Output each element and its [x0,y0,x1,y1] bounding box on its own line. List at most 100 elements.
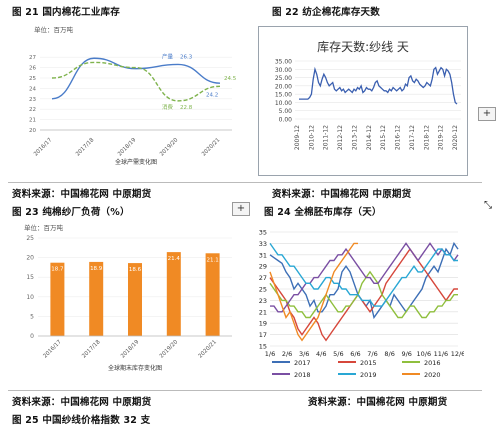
fig23-bar [89,261,104,336]
fig24-xtick: 3/6 [299,350,309,358]
fig22-xtick: 2018-12 [423,125,430,150]
fig21-xtick: 2020/21 [201,137,221,157]
fig23-bar [128,263,142,336]
fig24-xtick: 1/6 [265,350,275,358]
fig22-xtick: 2015-12 [380,125,387,150]
fig22-ytick: 5.00 [279,108,293,115]
fig21-xtick: 2019/20 [159,137,180,158]
fig22-ytick: 20.00 [275,83,292,90]
fig23-bar [166,252,181,336]
side-plus-button[interactable]: + [478,107,496,121]
plus-button[interactable]: + [232,202,250,216]
fig23-ytick: 25 [26,235,34,242]
fig24-xtick: 12/6 [451,350,464,358]
fig24-ytick: 21 [259,308,267,316]
fig21-ytick: 24 [29,86,36,92]
divider-top [8,182,482,183]
divider-bottom [8,390,482,391]
fig24-series-2019 [269,242,458,307]
fig22-xtick: 2014-12 [366,125,373,150]
fig24-xtick: 9/6 [401,350,411,358]
fig24-ytick: 31 [259,251,267,259]
fig24-xtick: 5/6 [333,350,343,358]
fig23-ytick: 20 [26,255,34,262]
fig23-bar-label: 18.6 [129,267,142,273]
fig24-ytick: 25 [259,286,267,294]
fig21-annotation: 22.8 [180,105,193,111]
fig23-ytick: 0 [30,333,34,340]
fig25-caption: 图 25 中国纱线价格指数 32 支 [12,415,151,426]
fig24-legend-label: 2019 [360,371,377,379]
fig21-xtick: 2018/19 [117,137,138,158]
fig22-xtick: 2019-12 [438,125,445,150]
fig23-xtick: 2018/19 [120,339,141,360]
fig24-xtick: 10/6 [417,350,432,358]
fig21-ytick: 25 [29,76,36,82]
fig24-legend-label: 2018 [294,371,311,379]
fig24-ytick: 27 [259,274,267,282]
fig22-ytick: 35.00 [275,59,292,66]
fig21-unit: 单位：百万吨 [34,25,74,34]
fig22-ytick: 15.00 [275,92,292,99]
fig23-bar-label: 21.1 [206,257,218,263]
fig24-series-2018 [270,242,459,313]
fig24-legend-label: 2017 [294,359,311,367]
fig22-xtick: 2009-12 [294,125,301,150]
fig22-xtick: 2012-12 [337,125,344,150]
fig24-series-2016 [269,270,458,319]
fig23-svg: 单位：百万吨 0 5 10 15 20 25 18.7 2016/17 18.9 2017/18 18… [24,223,232,372]
fig24-ytick: 23 [259,297,267,305]
fig22-series-line [299,66,458,105]
fig21-annotation: 26.3 [180,54,193,60]
fig24-legend-label: 2015 [360,359,377,367]
fig21-svg: 单位：百万吨 20 21 22 23 24 25 26 27 2016/17 2017/18 2018… [29,25,237,166]
fig21-ytick: 26 [29,66,36,72]
source1-caption: 资料来源：中国棉花网 中原期货 [12,189,152,200]
fig24-ytick: 35 [259,229,267,237]
fig24-xtick: 8/6 [384,350,394,358]
fig23-bar [50,262,65,336]
fig24-ytick: 29 [259,263,267,271]
fig21-xtick: 2017/18 [75,137,96,158]
fig24-series-2015 [269,247,458,342]
fig24-chart: 15 17 19 21 23 25 27 29 31 33 35 1/6 2/6 3/6 4/6 5/6 6/6… [250,218,464,388]
fig21-annotation: 24.5 [224,76,237,82]
fig23-bar-label: 18.9 [90,266,103,272]
fig21-caption: 图 21 国内棉花工业库存 [12,7,120,18]
fig21-ytick: 21 [29,118,36,124]
fig23-xtick: 2019/20 [159,339,180,360]
fig21-ytick: 22 [29,107,36,113]
source3-caption: 资料来源：中国棉花网 中原期货 [12,397,152,408]
fig21-ytick: 20 [29,128,36,134]
fig24-ytick: 17 [259,331,267,339]
fig24-caption: 图 24 全棉胚布库存（天） [264,207,382,218]
fig24-ytick: 33 [259,240,267,248]
fig22-title: 库存天数:纱线 天 [317,39,409,54]
fig23-ytick: 10 [26,294,34,301]
fig23-ytick: 15 [26,274,34,281]
fig22-ytick: 0.00 [279,117,293,124]
fig21-xtick: 2016/17 [33,137,54,158]
fig23-bar-label: 21.4 [168,256,181,262]
fig22-caption: 图 22 纺企棉花库存天数 [272,7,380,18]
fig24-ytick: 19 [259,320,267,328]
source2-caption: 资料来源：中国棉花网 中原期货 [272,189,412,200]
fig23-xtick: 2020/21 [198,339,218,359]
fig23-bar [205,253,220,336]
fig23-xtick: 2016/17 [42,339,63,360]
fig23-chart: 单位：百万吨 0 5 10 15 20 25 18.7 2016/17 18.9 2017/18 18… [10,218,250,376]
fig21-series-1 [51,61,221,102]
fig21-series-0 [51,57,221,100]
fig21-annotation: 产量 [162,52,174,60]
fig23-caption: 图 23 纯棉纱厂负荷（%） [12,207,130,218]
fig22-ytick: 25.00 [275,75,292,82]
expand-icon[interactable]: ⤡ [484,200,493,211]
fig24-ytick: 15 [259,343,267,351]
source4-caption: 资料来源：中国棉花网 中原期货 [308,397,448,408]
fig21-annotation: 24.2 [206,92,218,98]
fig21-ytick: 27 [29,55,36,61]
fig24-svg: 15 17 19 21 23 25 27 29 31 33 35 1/6 2/6 3/6 4/6 5/6 6/6… [259,229,464,380]
fig22-ytick: 10.00 [275,100,292,107]
